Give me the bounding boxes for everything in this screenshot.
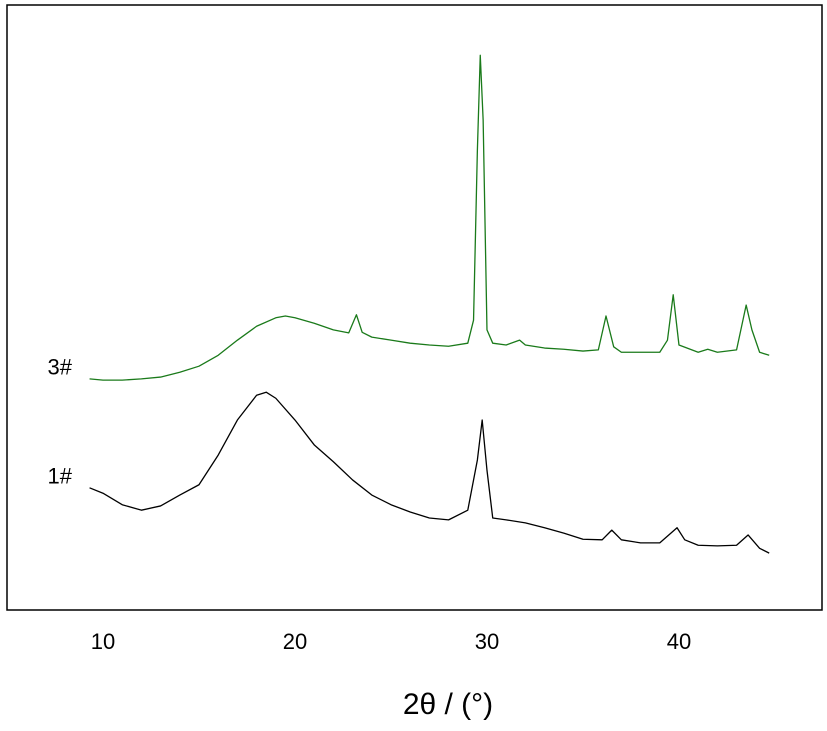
x-tick-label: 20 [283, 629, 307, 654]
x-axis-title: 2θ / (°) [403, 688, 493, 721]
data-line [89, 391, 770, 554]
x-tick-label: 30 [475, 629, 499, 654]
x-tick-label: 40 [667, 629, 691, 654]
series-label: 3# [48, 355, 73, 380]
series-label: 1# [48, 464, 73, 489]
plot-frame [6, 4, 823, 611]
data-line [89, 54, 770, 381]
x-tick-label: 10 [91, 629, 115, 654]
